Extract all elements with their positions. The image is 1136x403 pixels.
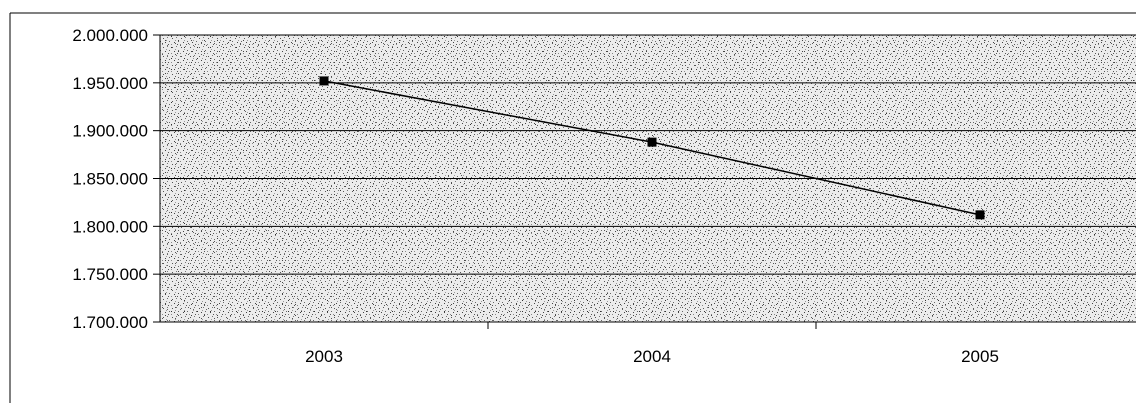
y-tick-label: 1.900.000 xyxy=(72,122,148,141)
x-tick-label: 2003 xyxy=(305,347,343,366)
y-tick-label: 1.800.000 xyxy=(72,217,148,236)
x-tick-label: 2004 xyxy=(633,347,671,366)
y-axis-tick-labels: 2.000.000 1.950.000 1.900.000 1.850.000 1.80… xyxy=(72,26,148,332)
data-point-marker xyxy=(319,76,329,86)
y-tick-label: 1.850.000 xyxy=(72,170,148,189)
x-axis-tick-labels: 2003 2004 2005 xyxy=(305,347,999,366)
series-markers xyxy=(319,76,985,220)
y-tick-label: 1.700.000 xyxy=(72,313,148,332)
axes xyxy=(159,35,1136,329)
x-tick-label: 2005 xyxy=(961,347,999,366)
y-tick-label: 1.750.000 xyxy=(72,265,148,284)
data-point-marker xyxy=(647,137,657,147)
y-tick-label: 1.950.000 xyxy=(72,74,148,93)
y-tick-label: 2.000.000 xyxy=(72,26,148,45)
data-point-marker xyxy=(975,210,985,220)
